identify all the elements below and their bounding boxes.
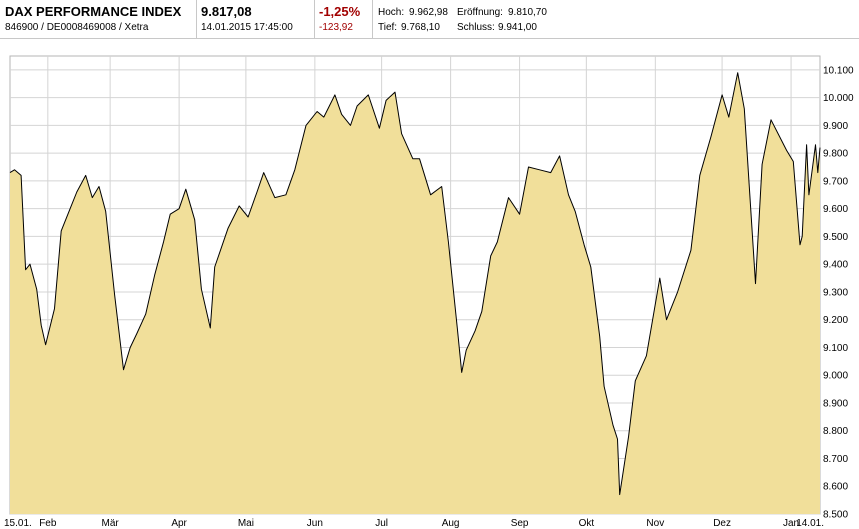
y-tick-label: 9.000: [823, 371, 848, 382]
price-cell: 9.817,08 14.01.2015 17:45:00: [197, 0, 315, 38]
tief-value: 9.768,10: [401, 22, 440, 33]
stats-cell: Hoch: 9.962,98 Eröffnung: 9.810,70 Tief:…: [373, 0, 859, 38]
schluss-label: Schluss:: [457, 22, 495, 33]
x-tick-label: Mai: [238, 518, 254, 529]
x-tick-label: Jun: [307, 518, 323, 529]
x-tick-label: Dez: [713, 518, 731, 529]
y-tick-label: 9.700: [823, 176, 848, 187]
y-tick-label: 8.600: [823, 482, 848, 493]
dax-price-chart: 10.100 10.000 9.900 9.800 9.700 9.600 9.500 9.4…: [4, 55, 854, 529]
change-cell: -1,25% -123,92: [315, 0, 373, 38]
schluss-value: 9.941,00: [498, 22, 537, 33]
y-tick-label: 9.300: [823, 287, 848, 298]
instrument-ids: 846900 / DE0008469008 / Xetra: [5, 22, 149, 33]
x-tick-label: Nov: [646, 518, 664, 529]
y-tick-label: 9.400: [823, 260, 848, 271]
x-tick-label: 15.01.: [4, 518, 32, 529]
price-line: [9, 72, 821, 496]
y-tick-label: 8.800: [823, 426, 848, 437]
x-tick-label: Apr: [171, 518, 187, 529]
header-divider: [0, 38, 859, 39]
x-tick-label: Mär: [102, 518, 120, 529]
x-axis-ticks: 15.01. Feb Mär Apr Mai Jun Jul Aug Sep Okt Nov Dez J…: [4, 518, 824, 529]
price-area: [10, 72, 820, 514]
quote-header: DAX PERFORMANCE INDEX 846900 / DE0008469…: [0, 0, 859, 41]
y-tick-label: 9.600: [823, 204, 848, 215]
instrument-name: DAX PERFORMANCE INDEX: [5, 4, 182, 19]
x-tick-label: Jan: [783, 518, 799, 529]
y-tick-label: 8.900: [823, 398, 848, 409]
price-datetime: 14.01.2015 17:45:00: [201, 22, 293, 33]
y-tick-label: 8.700: [823, 454, 848, 465]
instrument-cell: DAX PERFORMANCE INDEX 846900 / DE0008469…: [0, 0, 197, 38]
y-tick-label: 9.500: [823, 232, 848, 243]
x-tick-label: Feb: [39, 518, 57, 529]
x-tick-label: Aug: [442, 518, 460, 529]
y-tick-label: 9.200: [823, 315, 848, 326]
hoch-value: 9.962,98: [409, 7, 448, 18]
change-absolute: -123,92: [319, 22, 353, 33]
y-tick-label: 9.100: [823, 343, 848, 354]
eroeffnung-value: 9.810,70: [508, 7, 547, 18]
y-tick-label: 10.000: [823, 93, 854, 104]
x-tick-label: Jul: [375, 518, 388, 529]
y-tick-label: 10.100: [823, 65, 854, 76]
tief-label: Tief:: [378, 22, 398, 33]
y-tick-label: 8.500: [823, 510, 848, 521]
x-tick-label: 14.01.: [796, 518, 824, 529]
eroeffnung-label: Eröffnung:: [457, 7, 503, 18]
y-tick-label: 9.800: [823, 149, 848, 160]
last-price: 9.817,08: [201, 4, 252, 19]
x-tick-label: Okt: [579, 518, 595, 529]
x-tick-label: Sep: [511, 518, 529, 529]
y-tick-label: 9.900: [823, 121, 848, 132]
change-percent: -1,25%: [319, 4, 361, 19]
hoch-label: Hoch:: [378, 7, 405, 18]
y-axis-ticks: 10.100 10.000 9.900 9.800 9.700 9.600 9.500 9.4…: [823, 65, 854, 520]
